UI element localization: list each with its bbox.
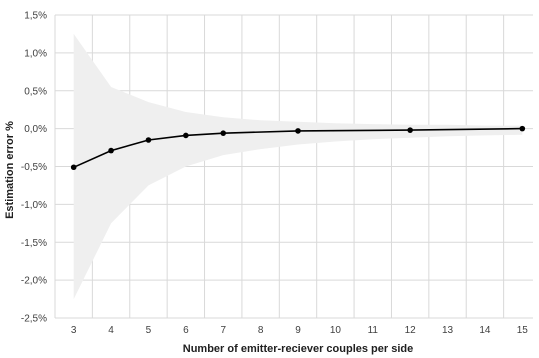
x-axis-ticks: 3 4 5 6 7 8 9 10 11 12 13 14 15 xyxy=(71,325,528,336)
y-axis-label: Estimation error % xyxy=(4,121,16,219)
data-point xyxy=(520,126,526,132)
y-tick-label: 1,5% xyxy=(24,11,47,22)
x-tick-label: 13 xyxy=(442,325,454,336)
x-axis-label: Number of emitter-reciever couples per s… xyxy=(183,343,413,355)
x-tick-label: 7 xyxy=(220,325,226,336)
x-tick-label: 15 xyxy=(517,325,529,336)
data-point xyxy=(71,164,77,170)
y-axis-ticks: 1,5% 1,0% 0,5% 0,0% -0,5% -1,0% -1,5% -2,0% -2,5… xyxy=(21,11,47,325)
y-tick-label: -0,5% xyxy=(21,162,47,173)
x-tick-label: 12 xyxy=(405,325,417,336)
data-point xyxy=(220,130,226,136)
y-tick-label: -2,0% xyxy=(21,276,47,287)
data-point xyxy=(183,133,189,139)
data-point xyxy=(108,148,114,154)
x-tick-label: 3 xyxy=(71,325,77,336)
data-point xyxy=(295,128,301,134)
y-tick-label: -2,5% xyxy=(21,314,47,325)
y-tick-label: -1,5% xyxy=(21,238,47,249)
y-tick-label: -1,0% xyxy=(21,200,47,211)
x-tick-label: 9 xyxy=(295,325,301,336)
x-tick-label: 5 xyxy=(146,325,152,336)
x-tick-label: 10 xyxy=(330,325,342,336)
x-tick-label: 11 xyxy=(368,325,379,336)
data-point xyxy=(146,137,152,143)
x-tick-label: 4 xyxy=(108,325,114,336)
x-tick-label: 6 xyxy=(183,325,189,336)
y-tick-label: 0,0% xyxy=(24,124,47,135)
y-tick-label: 1,0% xyxy=(24,48,47,59)
y-tick-label: 0,5% xyxy=(24,86,47,97)
x-tick-label: 14 xyxy=(479,325,491,336)
data-point xyxy=(407,127,413,133)
x-tick-label: 8 xyxy=(258,325,264,336)
